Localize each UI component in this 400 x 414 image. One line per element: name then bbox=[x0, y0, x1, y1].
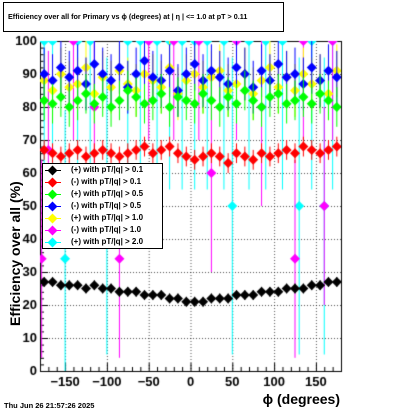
legend-entry: (-) with pT/|q| > 0.5 bbox=[45, 201, 165, 213]
chart-title: Efficiency over all for Primary vs ϕ (de… bbox=[8, 12, 248, 21]
legend-label: (+) with pT/|q| > 0.1 bbox=[71, 165, 144, 174]
legend-marker bbox=[47, 225, 58, 236]
legend-label: (+) with pT/|q| > 0.5 bbox=[71, 189, 144, 198]
timestamp: Thu Jun 26 21:57:26 2025 bbox=[4, 401, 95, 410]
title-box: Efficiency over all for Primary vs ϕ (de… bbox=[3, 2, 284, 32]
legend-label: (-) with pT/|q| > 1.0 bbox=[71, 225, 142, 234]
legend-marker bbox=[47, 177, 58, 188]
legend-marker bbox=[47, 201, 58, 212]
legend-label: (-) with pT/|q| > 0.5 bbox=[71, 201, 142, 210]
y-axis-label: Efficiency over all (%) bbox=[7, 181, 23, 326]
y-axis-label-wrap: Efficiency over all (%) bbox=[4, 181, 24, 326]
legend-marker bbox=[47, 213, 58, 224]
legend-entry: (+) with pT/|q| > 0.1 bbox=[45, 165, 165, 177]
legend-marker bbox=[47, 189, 58, 200]
legend-entry: (-) with pT/|q| > 1.0 bbox=[45, 225, 165, 237]
legend-label: (+) with pT/|q| > 2.0 bbox=[71, 237, 144, 246]
legend-entry: (+) with pT/|q| > 0.5 bbox=[45, 189, 165, 201]
legend-entry: (+) with pT/|q| > 1.0 bbox=[45, 213, 165, 225]
legend-label: (+) with pT/|q| > 1.0 bbox=[71, 213, 144, 222]
legend-entry: (-) with pT/|q| > 0.1 bbox=[45, 177, 165, 189]
legend: (+) with pT/|q| > 0.1 (-) with pT/|q| > 0… bbox=[42, 163, 163, 249]
legend-marker bbox=[47, 237, 58, 248]
x-axis-label: ϕ (degrees) bbox=[262, 391, 340, 407]
legend-label: (-) with pT/|q| > 0.1 bbox=[71, 177, 142, 186]
legend-entry: (+) with pT/|q| > 2.0 bbox=[45, 237, 165, 249]
legend-marker bbox=[47, 165, 58, 176]
